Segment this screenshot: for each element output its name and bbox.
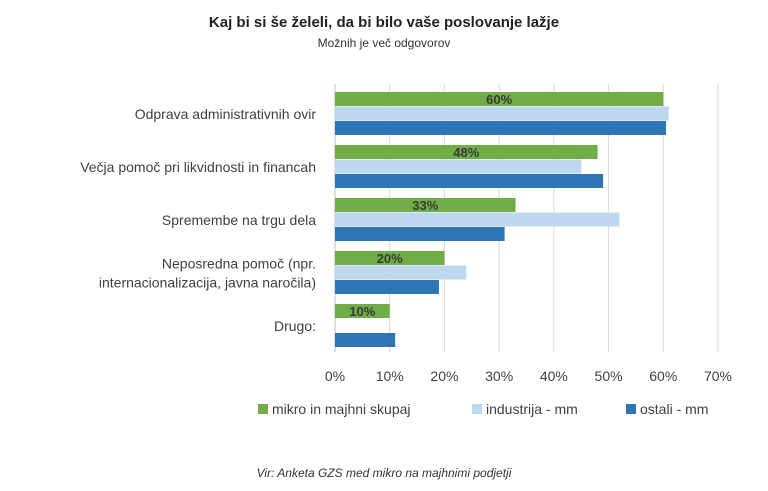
bar	[335, 174, 604, 188]
bar	[335, 265, 467, 280]
x-tick-label: 70%	[704, 368, 732, 384]
bar	[335, 121, 667, 135]
legend-swatch	[626, 404, 636, 414]
bar	[335, 333, 396, 347]
legend-swatch	[472, 404, 482, 414]
bars	[335, 92, 669, 347]
x-tick-label: 40%	[540, 368, 568, 384]
x-tick-label: 0%	[325, 368, 345, 384]
bar	[335, 145, 598, 159]
category-label: Drugo:	[274, 318, 316, 334]
bar	[335, 212, 620, 227]
bar	[335, 227, 505, 241]
x-tick-label: 50%	[595, 368, 623, 384]
data-label: 48%	[453, 145, 479, 160]
legend-label: ostali - mm	[640, 401, 708, 417]
x-tick-label: 10%	[376, 368, 404, 384]
bar	[335, 198, 516, 212]
bar	[335, 251, 445, 265]
category-label: Večja pomoč pri likvidnosti in financah	[80, 159, 316, 175]
source-note: Vir: Anketa GZS med mikro na majhnimi po…	[256, 466, 512, 480]
legend-swatch	[258, 404, 268, 414]
bar	[335, 304, 390, 318]
data-label: 10%	[349, 304, 375, 319]
data-label: 20%	[377, 251, 403, 266]
chart-title: Kaj bi si še želeli, da bi bilo vaše pos…	[208, 14, 560, 31]
legend-label: industrija - mm	[486, 401, 578, 417]
category-label: Odprava administrativnih ovir	[135, 106, 317, 122]
category-label: Neposredna pomoč (npr.	[162, 255, 316, 271]
category-label: Spremembe na trgu dela	[162, 212, 316, 228]
bar	[335, 159, 582, 174]
bar	[335, 92, 664, 106]
category-label: internacionalizacija, javna naročila)	[99, 274, 316, 290]
x-tick-label: 60%	[649, 368, 677, 384]
x-tick-label: 30%	[485, 368, 513, 384]
x-tick-label: 20%	[430, 368, 458, 384]
data-label: 33%	[412, 198, 438, 213]
bar	[335, 106, 669, 121]
labels: 0% 10% 20% 30% 40% 50% 60% 70% 60% Odprava admini…	[80, 92, 732, 384]
chart-subtitle: Možnih je več odgovorov	[317, 36, 451, 50]
bar	[335, 280, 439, 294]
legend-label: mikro in majhni skupaj	[272, 401, 411, 417]
legend: mikro in majhni skupaj industrija - mm ost…	[258, 401, 708, 417]
data-label: 60%	[486, 92, 512, 107]
